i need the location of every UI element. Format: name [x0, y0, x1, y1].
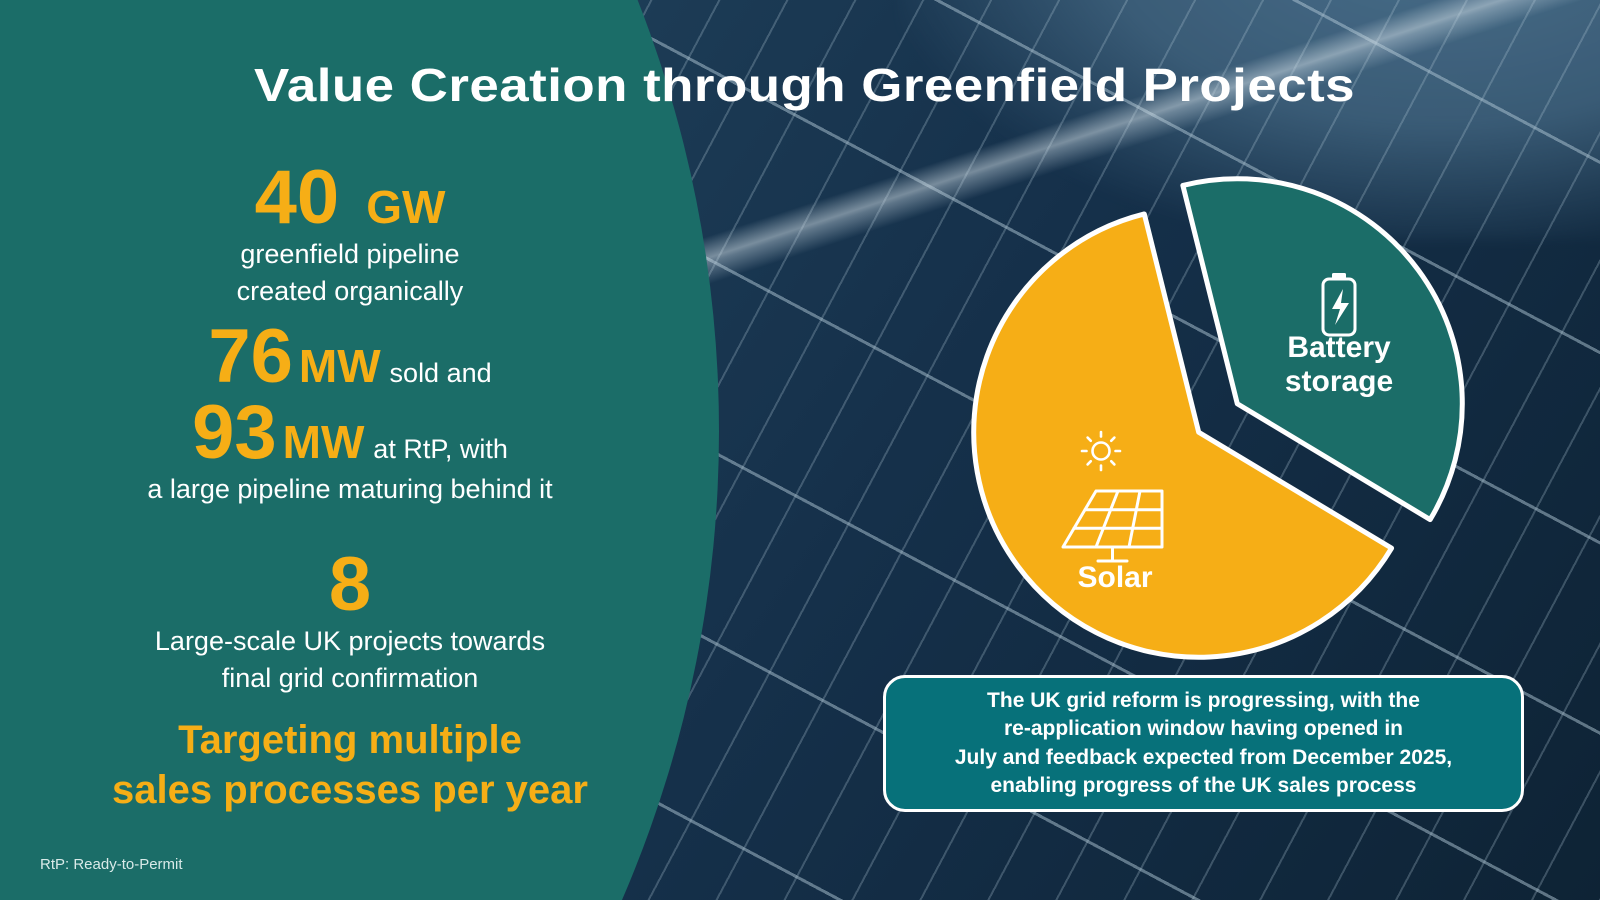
- svg-text:storage: storage: [1285, 365, 1393, 398]
- svg-text:Solar: Solar: [1077, 561, 1152, 594]
- svg-text:Battery: Battery: [1287, 331, 1391, 364]
